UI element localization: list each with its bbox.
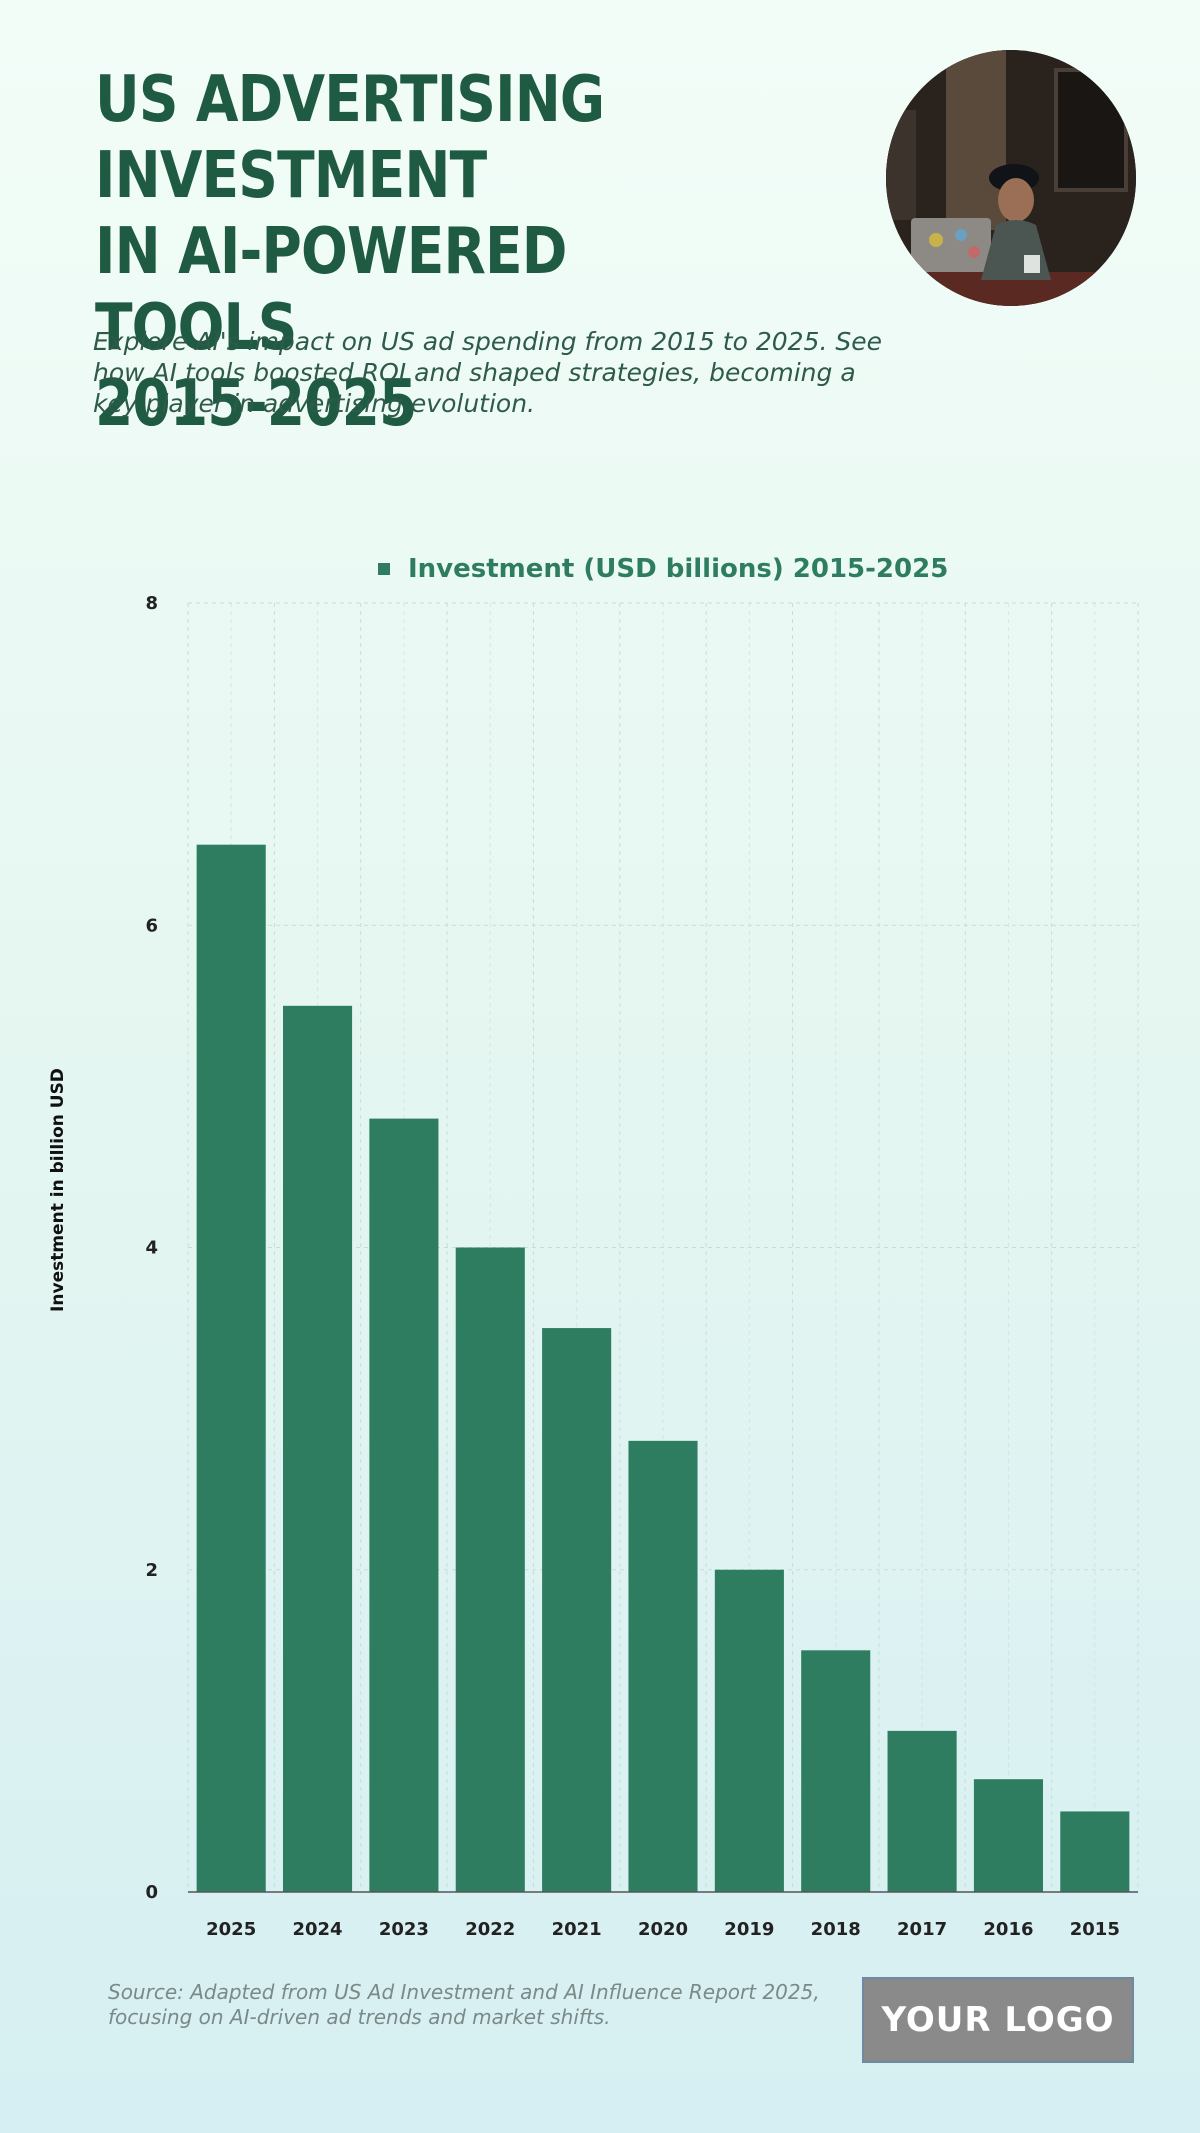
hero-photo <box>886 50 1136 306</box>
y-tick-label: 0 <box>145 1882 158 1903</box>
bar <box>542 1328 612 1892</box>
bar <box>801 1650 871 1892</box>
legend-series-label: Investment (USD billions) 2015-2025 <box>408 554 949 584</box>
person-at-laptop-illustration <box>886 50 1136 306</box>
bar <box>455 1247 525 1892</box>
x-tick-label: 2021 <box>552 1919 602 1940</box>
y-tick-label: 8 <box>145 593 158 614</box>
chart-area: Investment (USD billions) 2015-2025 Inve… <box>0 540 1200 1960</box>
x-tick-label: 2022 <box>465 1919 515 1940</box>
x-tick-label: 2025 <box>206 1919 256 1940</box>
x-tick-label: 2019 <box>724 1919 774 1940</box>
bar-chart: 0 2 4 6 8 2025 2024 2023 2022 2021 2020 2019 2018 201… <box>145 593 1139 1940</box>
x-tick-label: 2018 <box>811 1919 861 1940</box>
bar <box>196 844 266 1892</box>
source-note: Source: Adapted from US Ad Investment an… <box>108 1980 820 2029</box>
page-subtitle: Explore AI's impact on US ad spending fr… <box>93 327 882 418</box>
bar <box>973 1779 1043 1892</box>
chart-legend: Investment (USD billions) 2015-2025 <box>378 554 948 584</box>
bar <box>369 1118 439 1892</box>
y-tick-label: 2 <box>145 1560 158 1581</box>
x-tick-label: 2020 <box>638 1919 688 1940</box>
x-tick-label: 2024 <box>292 1919 342 1940</box>
bar <box>628 1440 698 1892</box>
bar <box>714 1569 784 1892</box>
x-tick-label: 2016 <box>983 1919 1033 1940</box>
bar <box>1060 1811 1130 1892</box>
legend-swatch <box>378 563 390 575</box>
bar <box>887 1730 957 1892</box>
x-tick-label: 2015 <box>1070 1919 1120 1940</box>
bar <box>283 1005 353 1892</box>
x-tick-label: 2017 <box>897 1919 947 1940</box>
y-tick-label: 6 <box>145 915 158 936</box>
page-title: US ADVERTISING INVESTMENT IN AI-POWERED … <box>95 63 605 441</box>
logo-placeholder: YOUR LOGO <box>862 1977 1134 2063</box>
x-tick-label: 2023 <box>379 1919 429 1940</box>
y-tick-label: 4 <box>145 1238 158 1259</box>
